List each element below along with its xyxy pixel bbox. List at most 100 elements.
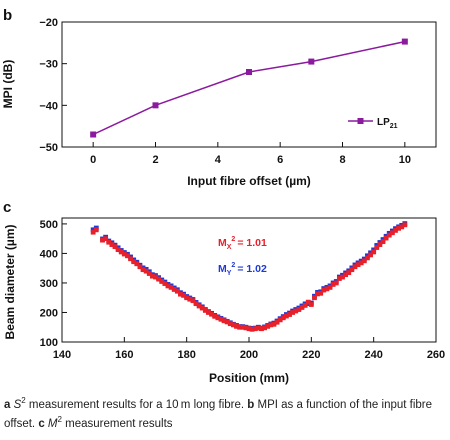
panel-c-point-mx-46: [237, 324, 243, 330]
panel-c-point-mx-56: [268, 322, 274, 328]
panel-b-y-ticks: −20 −30 −40 −50: [39, 17, 67, 154]
panel-c-point-mx-90: [374, 245, 380, 250]
annotation-my-squared: MY2 = 1.02: [218, 262, 267, 277]
panel-c-point-mx-68: [305, 299, 311, 305]
panel-b-x-axis-label: Input fibre offset (µm): [187, 174, 311, 188]
figure-caption: a S2 measurement results for a 10 m long…: [4, 396, 446, 434]
panel-b-point-0-2: [246, 69, 252, 75]
panel-c-point-mx-30: [187, 296, 193, 302]
panel-b-point-0-4: [401, 38, 408, 45]
panel-c-point-mx-29: [184, 295, 190, 301]
caption-text-b: MPI as a function of the input fibre off…: [4, 399, 433, 430]
panel-c-point-mx-55: [265, 323, 271, 329]
panel-c-point-mx-69: [308, 302, 314, 307]
panel-c-point-mx-33: [196, 303, 202, 309]
panel-c-point-mx-59: [277, 317, 283, 323]
panel-c-point-mx-71: [315, 291, 320, 297]
panel-b-x-ticks: 0 2 4 6 8 10: [90, 142, 411, 166]
panel-c-point-mx-11: [128, 256, 133, 262]
panel-c-point-mx-12: [131, 259, 137, 265]
panel-c-point-mx-78: [336, 276, 342, 281]
panel-c-point-mx-89: [371, 249, 377, 255]
caption-text-c: measurement results: [61, 418, 173, 430]
panel-b-x-tick-label-5: 10: [399, 154, 411, 166]
panel-c-point-mx-36: [206, 310, 211, 315]
panel-c-point-mx-13: [134, 261, 140, 267]
panel-c-point-mx-23: [165, 283, 171, 289]
caption-label-b: b: [247, 399, 255, 411]
panel-b-y-tick-label-2: −40: [39, 100, 58, 112]
panel-c-point-mx-4: [106, 239, 112, 245]
panel-c-point-mx-66: [299, 305, 305, 310]
panel-c-point-mx-5: [109, 242, 115, 247]
panel-c-point-mx-26: [174, 288, 180, 294]
panel-c-point-mx-42: [224, 319, 230, 325]
panel-c-point-mx-24: [168, 284, 174, 290]
panel-c-point-mx-14: [137, 264, 143, 270]
panel-c-point-mx-6: [112, 244, 118, 250]
panel-c-point-mx-65: [296, 307, 302, 312]
panel-label-b: b: [3, 7, 12, 24]
panel-c-point-mx-43: [227, 321, 233, 327]
panel-b-y-tick-label-3: −50: [39, 142, 58, 154]
caption-text-a: measurement results for a 10 m long fibr…: [25, 399, 248, 411]
panel-c-x-tick-label-1: 160: [115, 349, 133, 361]
panel-c-point-mx-95: [389, 230, 395, 236]
panel-c-point-mx-48: [243, 325, 249, 331]
panel-c-point-mx-47: [240, 324, 246, 330]
panel-c-y-axis-label: Beam diameter (µm): [3, 225, 17, 340]
panel-c-point-mx-52: [255, 325, 261, 331]
panel-b-point-0-3: [308, 58, 315, 65]
panel-c-point-mx-44: [231, 322, 236, 328]
panel-c-point-mx-25: [171, 287, 177, 292]
panel-c-x-tick-label-6: 260: [427, 349, 445, 361]
panel-c-point-mx-28: [181, 292, 186, 298]
panel-label-c: c: [3, 199, 11, 216]
panel-c-x-ticks: 140 160 180 200 220 240 260: [53, 337, 445, 361]
panel-b-point-0-1: [152, 102, 159, 109]
panel-c-point-mx-20: [156, 276, 162, 282]
panel-c-point-mx-53: [259, 326, 264, 332]
panel-c-point-mx-61: [284, 313, 289, 319]
panel-c-point-mx-32: [193, 301, 199, 307]
panel-c-point-mx-51: [252, 326, 258, 332]
panel-c-point-mx-62: [287, 312, 292, 317]
panel-c-y-tick-label-3: 400: [40, 248, 58, 260]
caption-m-superscript: 2: [57, 415, 62, 425]
panel-c-point-mx-57: [271, 321, 277, 327]
panel-c-point-mx-10: [125, 253, 130, 259]
panel-b-y-tick-label-0: −20: [39, 17, 58, 29]
panel-c-point-mx-77: [333, 280, 339, 286]
panel-c-x-tick-label-0: 140: [53, 349, 71, 361]
panel-c-point-mx-22: [162, 281, 168, 286]
panel-c-point-mx-37: [209, 311, 214, 317]
panel-c-point-mx-8: [118, 249, 124, 255]
panel-c-point-mx-49: [246, 326, 252, 332]
panel-c-point-mx-67: [302, 302, 308, 308]
panel-b-x-tick-label-2: 4: [215, 154, 222, 166]
legend-marker-lp21: [357, 118, 364, 124]
panel-c-point-mx-79: [340, 274, 345, 280]
panel-c-y-tick-label-2: 300: [40, 278, 58, 290]
panel-c-point-mx-19: [153, 274, 158, 280]
panel-c-point-mx-85: [358, 260, 364, 266]
panel-c-y-tick-label-4: 500: [40, 219, 58, 231]
panel-c-point-mx-64: [293, 308, 299, 314]
panel-c-point-mx-72: [318, 290, 324, 296]
panel-c-point-mx-97: [396, 225, 401, 231]
panel-b-x-tick-label-0: 0: [90, 154, 96, 166]
panel-b-x-tick-label-4: 8: [339, 154, 345, 166]
panel-b-x-tick-label-3: 6: [277, 154, 283, 166]
caption-label-c: c: [38, 418, 45, 430]
caption-s-superscript: 2: [21, 396, 26, 406]
panel-c-point-mx-58: [274, 319, 280, 325]
panel-c-point-mx-50: [249, 326, 255, 332]
panel-c-point-mx-88: [368, 252, 373, 258]
panel-c-point-mx-40: [218, 316, 224, 322]
annotation-mx-squared: MX2 = 1.01: [218, 236, 267, 251]
panel-c-point-mx-39: [215, 315, 221, 321]
panel-c-y-tick-label-1: 200: [40, 307, 58, 319]
panel-b-mpi-chart: b −20 −30 −40 −50 0 2 4 6 8 10 MPI (dB) Input fi…: [1, 7, 437, 188]
panel-c-point-mx-86: [361, 258, 367, 264]
